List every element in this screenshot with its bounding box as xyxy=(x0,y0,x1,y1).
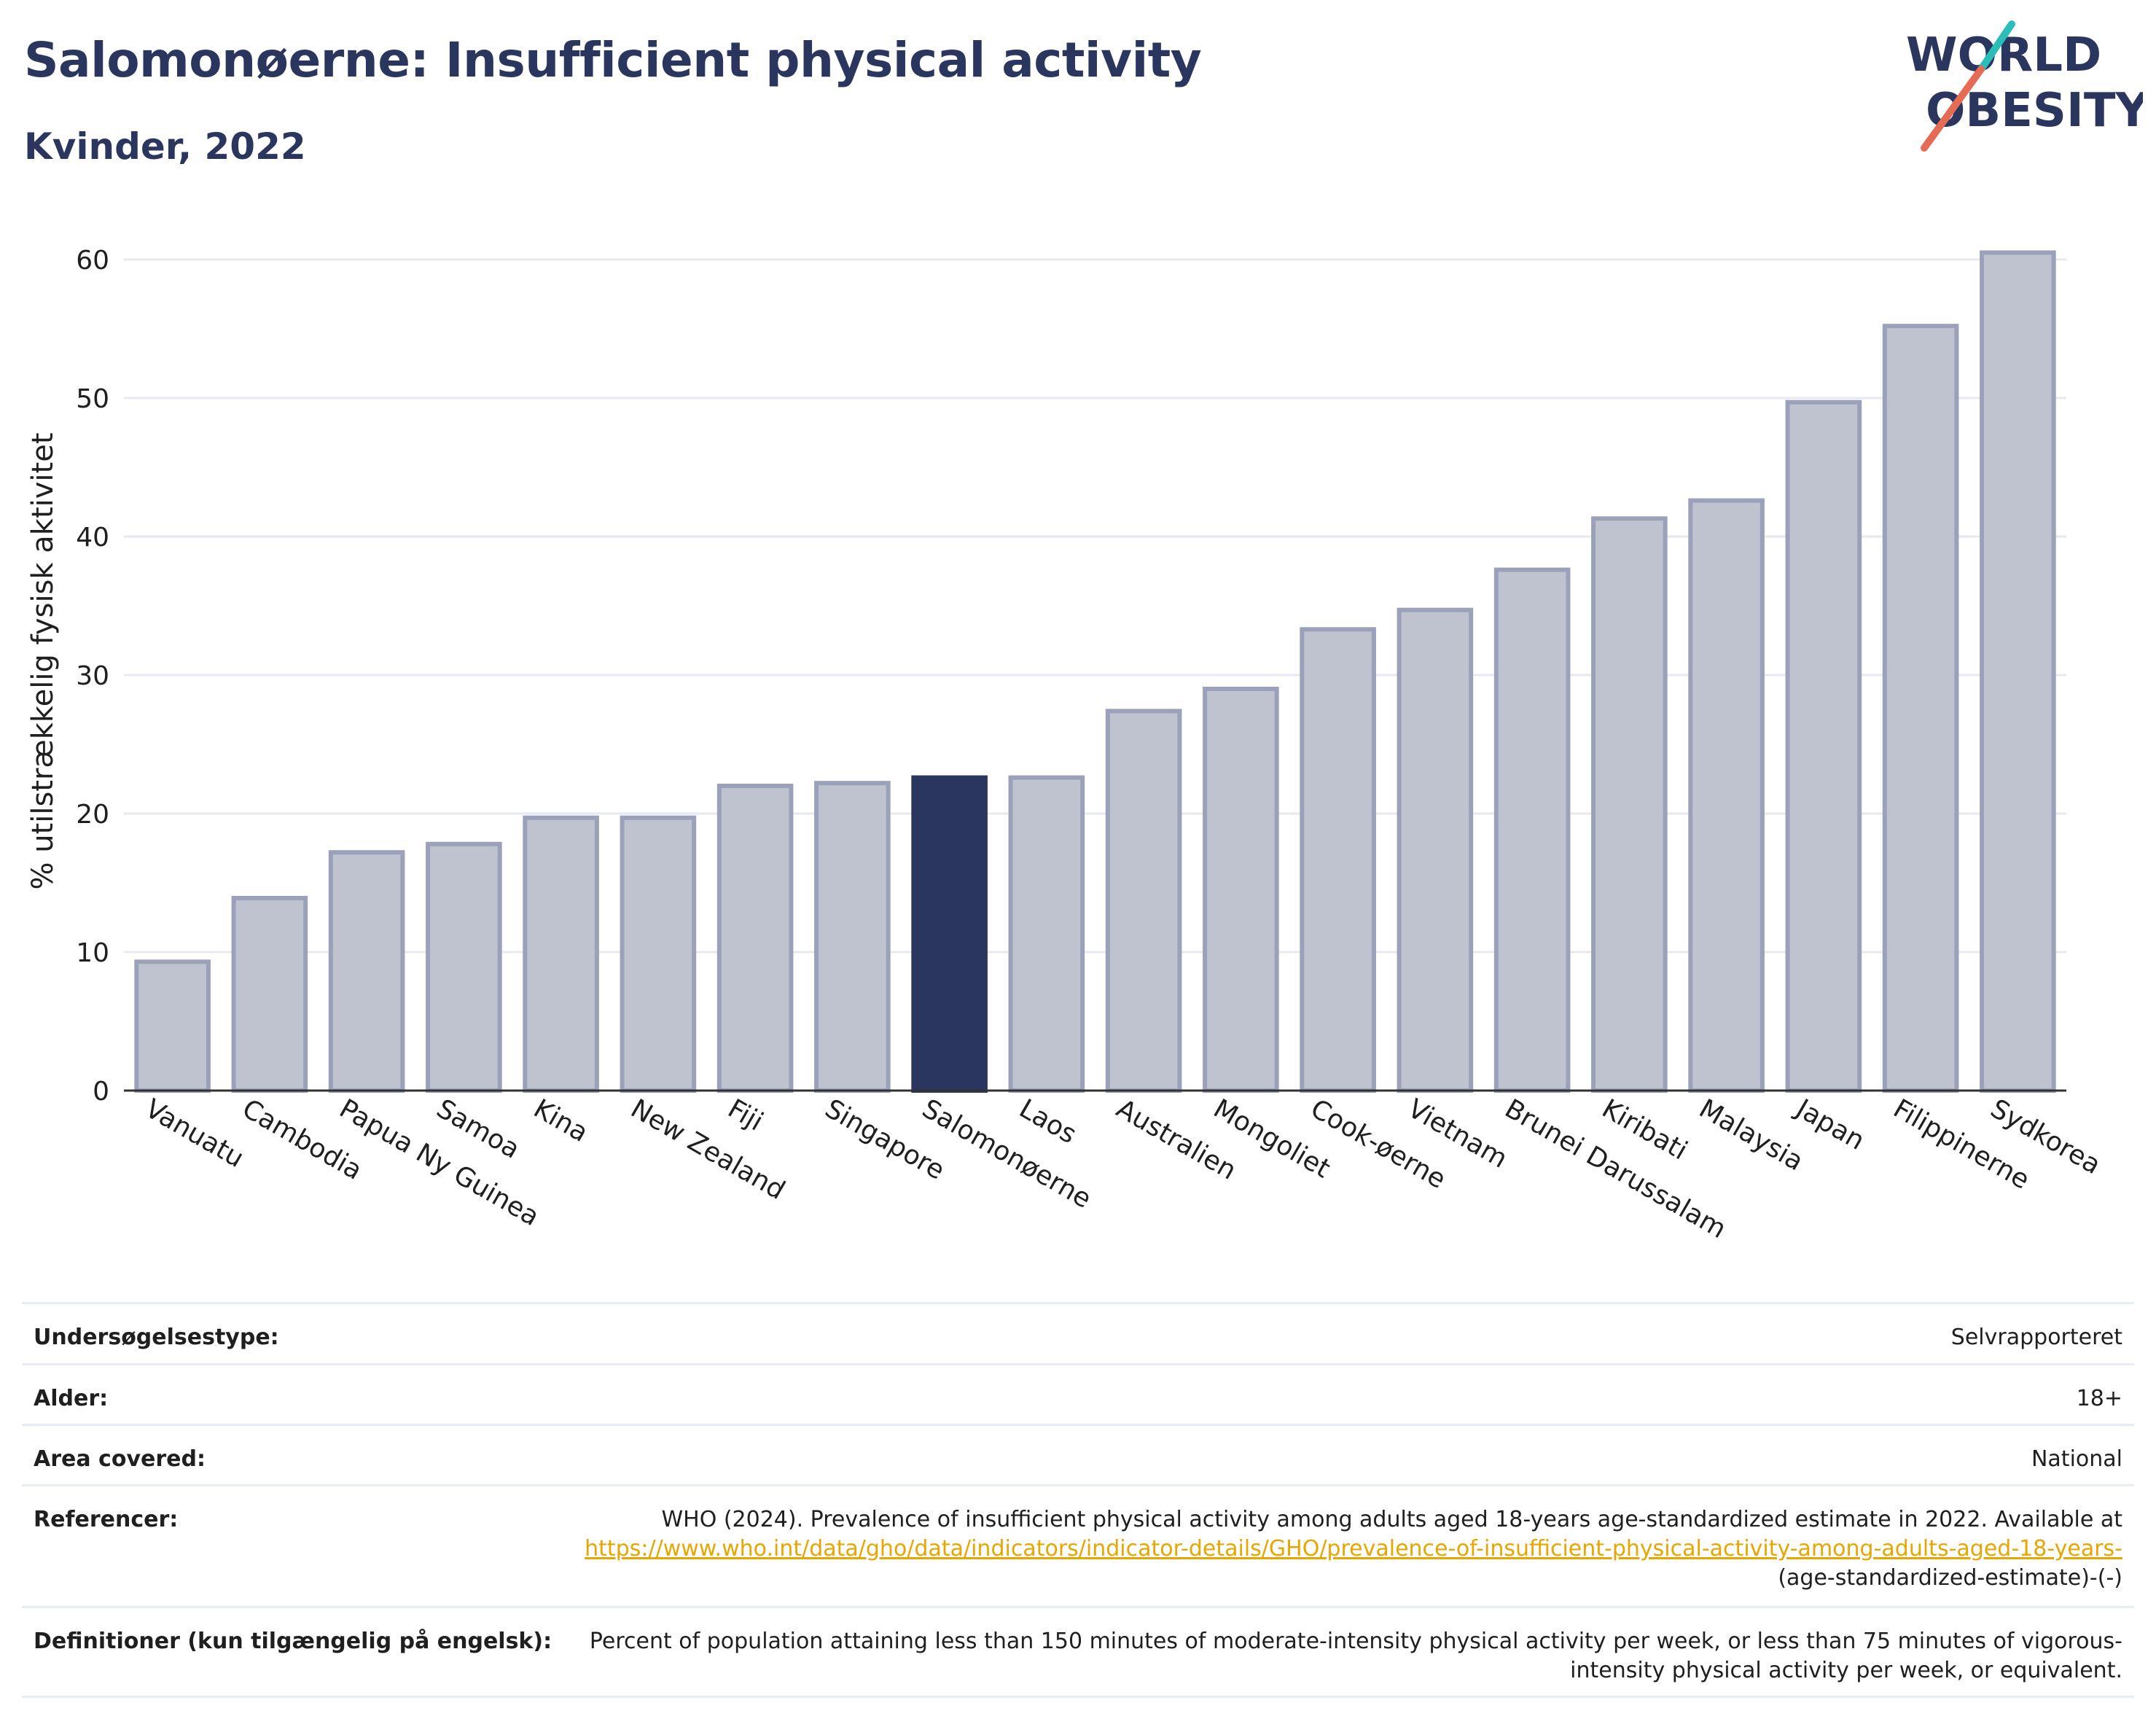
bar xyxy=(814,781,891,1093)
y-tick-label: 10 xyxy=(76,938,109,968)
bar xyxy=(426,841,502,1093)
references-text: WHO (2024). Prevalence of insufficient p… xyxy=(661,1507,2122,1532)
x-tick-label: Fiji xyxy=(723,1093,768,1137)
survey-type-label: Undersøgelsestype: xyxy=(34,1325,279,1350)
definitions-value: Percent of population attaining less tha… xyxy=(589,1629,2122,1683)
bars xyxy=(134,250,2056,1093)
y-axis-ticks: 0 10 20 30 40 50 60 xyxy=(76,246,109,1107)
references-value: WHO (2024). Prevalence of insufficient p… xyxy=(585,1505,2122,1593)
bar xyxy=(1688,498,1765,1093)
info-row-definitions: Definitioner (kun tilgængelig på engelsk… xyxy=(22,1606,2134,1698)
info-table: Undersøgelsestype: Selvrapporteret Alder… xyxy=(22,1302,2134,1698)
references-label: Referencer: xyxy=(34,1507,179,1532)
bar xyxy=(328,850,405,1093)
bar xyxy=(1203,687,1279,1093)
age-label: Alder: xyxy=(34,1386,109,1411)
bar xyxy=(1591,516,1668,1093)
definitions-label: Definitioner (kun tilgængelig på engelsk… xyxy=(34,1629,552,1654)
bar xyxy=(716,784,794,1093)
info-row-age: Alder: 18+ xyxy=(22,1363,2134,1424)
bar xyxy=(1493,567,1571,1093)
page-title: Salomonøerne: Insufficient physical acti… xyxy=(24,32,1202,88)
bar xyxy=(1105,709,1182,1093)
bar xyxy=(1785,399,1862,1093)
survey-type-value: Selvrapporteret xyxy=(1950,1325,2122,1350)
x-tick-label: Salomonøerne xyxy=(917,1093,1096,1214)
x-tick-label: Laos xyxy=(1014,1093,1081,1150)
info-row-references: Referencer: WHO (2024). Prevalence of in… xyxy=(22,1484,2134,1606)
bar xyxy=(134,959,211,1093)
bar xyxy=(523,815,599,1093)
y-axis-label: % utilstrækkelig fysisk aktivitet xyxy=(26,432,60,889)
y-tick-label: 50 xyxy=(76,384,109,414)
y-tick-label: 20 xyxy=(76,800,109,830)
x-tick-label: Malaysia xyxy=(1694,1093,1808,1177)
y-tick-label: 40 xyxy=(76,523,109,553)
logo-slash-coral xyxy=(1921,66,1985,152)
y-tick-label: 30 xyxy=(76,661,109,691)
page-subtitle: Kvinder, 2022 xyxy=(24,125,306,168)
info-row-area: Area covered: National xyxy=(22,1424,2134,1484)
bar xyxy=(1882,324,1959,1093)
x-tick-label: Kina xyxy=(528,1093,593,1148)
bar xyxy=(620,815,697,1093)
bar xyxy=(1980,250,2056,1093)
logo-slash-teal xyxy=(1977,20,2015,73)
bar xyxy=(231,895,308,1093)
references-suffix: (age-standardized-estimate)-(-) xyxy=(1778,1565,2122,1591)
bar xyxy=(911,775,988,1093)
area-value: National xyxy=(2031,1446,2122,1472)
y-tick-label: 0 xyxy=(93,1077,109,1107)
bar xyxy=(1008,775,1085,1093)
bar xyxy=(1397,607,1474,1093)
x-tick-label: Vanuatu xyxy=(140,1093,249,1174)
area-label: Area covered: xyxy=(34,1446,206,1472)
age-value: 18+ xyxy=(2076,1386,2122,1411)
bar xyxy=(1300,627,1376,1093)
world-obesity-logo: WORLD OBESITY xyxy=(1906,20,2143,152)
info-row-survey-type: Undersøgelsestype: Selvrapporteret xyxy=(22,1302,2134,1363)
references-link[interactable]: https://www.who.int/data/gho/data/indica… xyxy=(585,1536,2122,1562)
gridlines xyxy=(124,258,2066,954)
y-tick-label: 60 xyxy=(76,246,109,276)
